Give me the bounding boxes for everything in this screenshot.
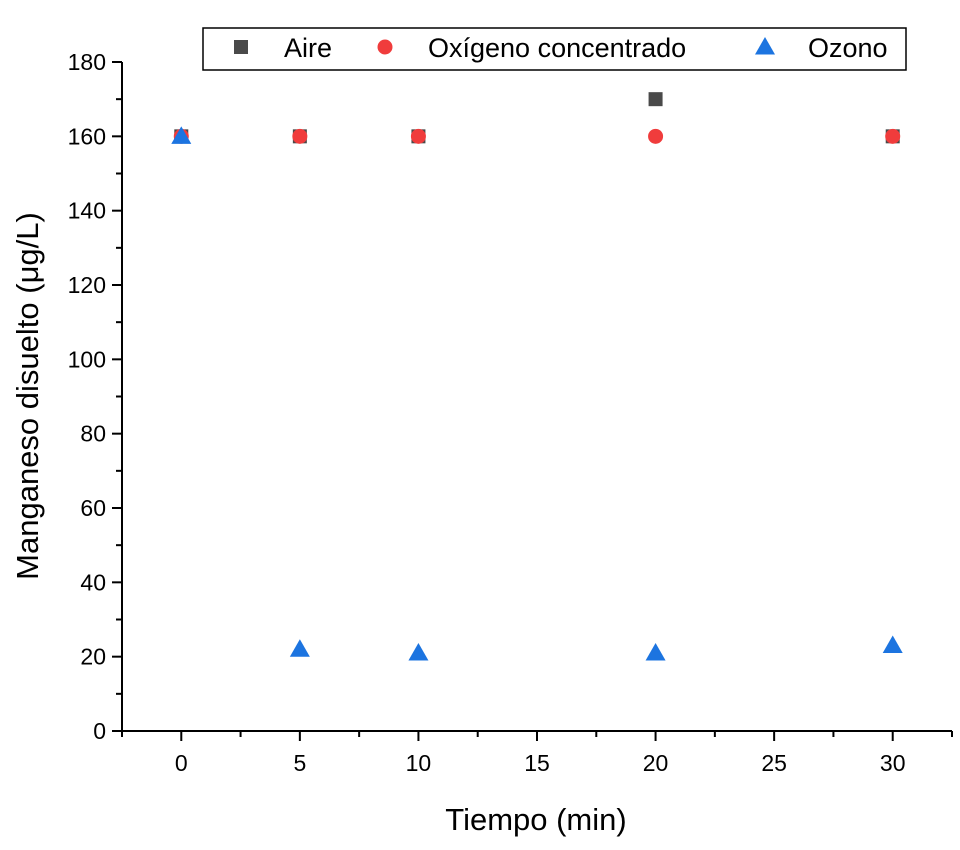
data-point-oxigeno-concentrado bbox=[410, 128, 426, 144]
legend-label: Ozono bbox=[808, 33, 888, 63]
y-tick-label: 120 bbox=[68, 272, 106, 298]
axes: 0 20 40 60 80 100 120 140 160 180 0 5 10 15 20 25 30 bbox=[68, 49, 953, 776]
data-point-ozono bbox=[645, 642, 666, 661]
y-tick-label: 140 bbox=[68, 198, 106, 224]
y-tick-label: 160 bbox=[68, 123, 106, 149]
data-point-oxigeno-concentrado bbox=[885, 128, 901, 144]
legend-marker bbox=[377, 39, 393, 55]
x-tick-label: 25 bbox=[761, 750, 787, 776]
legend-box bbox=[202, 27, 907, 71]
legend-label: Oxígeno concentrado bbox=[428, 33, 686, 63]
x-tick-label: 0 bbox=[175, 750, 188, 776]
data-point-ozono bbox=[882, 635, 903, 654]
data-point-oxigeno-concentrado bbox=[292, 128, 308, 144]
y-tick-label: 180 bbox=[68, 49, 106, 75]
legend-marker bbox=[755, 37, 775, 55]
y-tick-label: 0 bbox=[93, 718, 106, 744]
x-axis-title: Tiempo (min) bbox=[445, 802, 626, 837]
legend-marker bbox=[234, 40, 248, 54]
x-tick-label: 10 bbox=[406, 750, 432, 776]
x-tick-label: 20 bbox=[643, 750, 669, 776]
y-tick-label: 40 bbox=[80, 569, 106, 595]
x-tick-label: 30 bbox=[880, 750, 906, 776]
y-tick-label: 80 bbox=[80, 421, 106, 447]
data-point-ozono bbox=[408, 642, 429, 661]
x-tick-label: 15 bbox=[524, 750, 550, 776]
x-tick-label: 5 bbox=[293, 750, 306, 776]
y-tick-label: 60 bbox=[80, 495, 106, 521]
y-tick-label: 100 bbox=[68, 346, 106, 372]
data-point-oxigeno-concentrado bbox=[648, 128, 664, 144]
legend: Aire Oxígeno concentrado Ozono bbox=[202, 27, 907, 71]
legend-label: Aire bbox=[284, 33, 332, 63]
data-point-ozono bbox=[289, 639, 310, 657]
y-axis-title: Manganeso disuelto (μg/L) bbox=[10, 212, 45, 580]
data-points bbox=[171, 92, 903, 661]
y-tick-label: 20 bbox=[80, 644, 106, 670]
data-point-aire bbox=[648, 92, 663, 107]
data-point-ozono bbox=[171, 126, 192, 144]
